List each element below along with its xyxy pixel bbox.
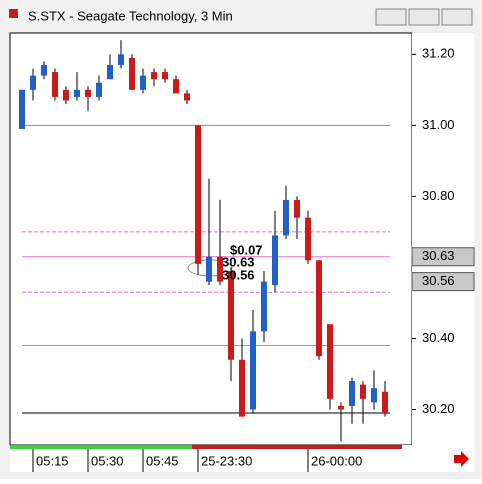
minimize-button[interactable] [375,8,407,26]
candle-body [30,75,36,90]
price-axis [412,33,474,445]
price-marker [411,272,475,292]
y-tick-label: 31.00 [422,117,455,132]
cursor-annotation: 30.63 [222,254,255,269]
candle-body [228,270,234,360]
x-tick-label: 05:30 [91,453,124,468]
candle-body [305,217,311,261]
x-tick-label: 05:15 [36,453,69,468]
y-tick-label: 31.20 [422,46,455,61]
candle-body [239,359,245,417]
candle-body [360,384,366,399]
candle-body [151,72,157,80]
candle-body [217,256,223,282]
price-marker [411,247,475,267]
x-tick-label: 26-00:00 [311,453,362,468]
candle-body [162,72,168,80]
window-buttons[interactable] [375,8,473,26]
candle-body [261,281,267,332]
x-tick-label: 05:45 [146,453,179,468]
candle-body [338,405,344,410]
candle-body [195,125,201,264]
time-axis [10,445,474,472]
candle-body [382,391,388,414]
candle-body [294,199,300,218]
candle-body [327,324,333,399]
candle-body [63,89,69,101]
session-bar [192,445,402,449]
cursor-annotation: $0.07 [230,242,263,257]
session-bar [10,445,192,449]
y-tick-label: 30.40 [422,330,455,345]
cursor-annotation: 30.56 [222,267,255,282]
y-tick-label: 30.20 [422,401,455,416]
y-tick-label: 30.80 [422,188,455,203]
candle-body [140,75,146,90]
candle-body [118,54,124,65]
candle-body [184,93,190,101]
scroll-arrow[interactable] [454,451,469,467]
window-icon [9,9,18,18]
price-marker-label: 30.56 [422,273,455,288]
candle-body [85,89,91,97]
candle-body [283,199,289,236]
candle-body [173,79,179,94]
candle-body [371,388,377,403]
candle-body [96,82,102,97]
candle-body [129,57,135,90]
candle-body [52,72,58,97]
close-button[interactable] [441,8,473,26]
candle-body [206,256,212,282]
maximize-button[interactable] [408,8,440,26]
candle-body [250,331,256,410]
candle-body [272,235,278,286]
candle-body [41,64,47,76]
window-title: S.STX - Seagate Technology, 3 Min [28,8,233,23]
candle-body [19,89,25,129]
price-marker-label: 30.63 [422,248,455,263]
plot-area [9,32,413,446]
x-tick-label: 25-23:30 [201,453,252,468]
candle-body [349,381,355,406]
candle-body [316,260,322,357]
candle-body [107,64,113,80]
candle-body [74,89,80,97]
